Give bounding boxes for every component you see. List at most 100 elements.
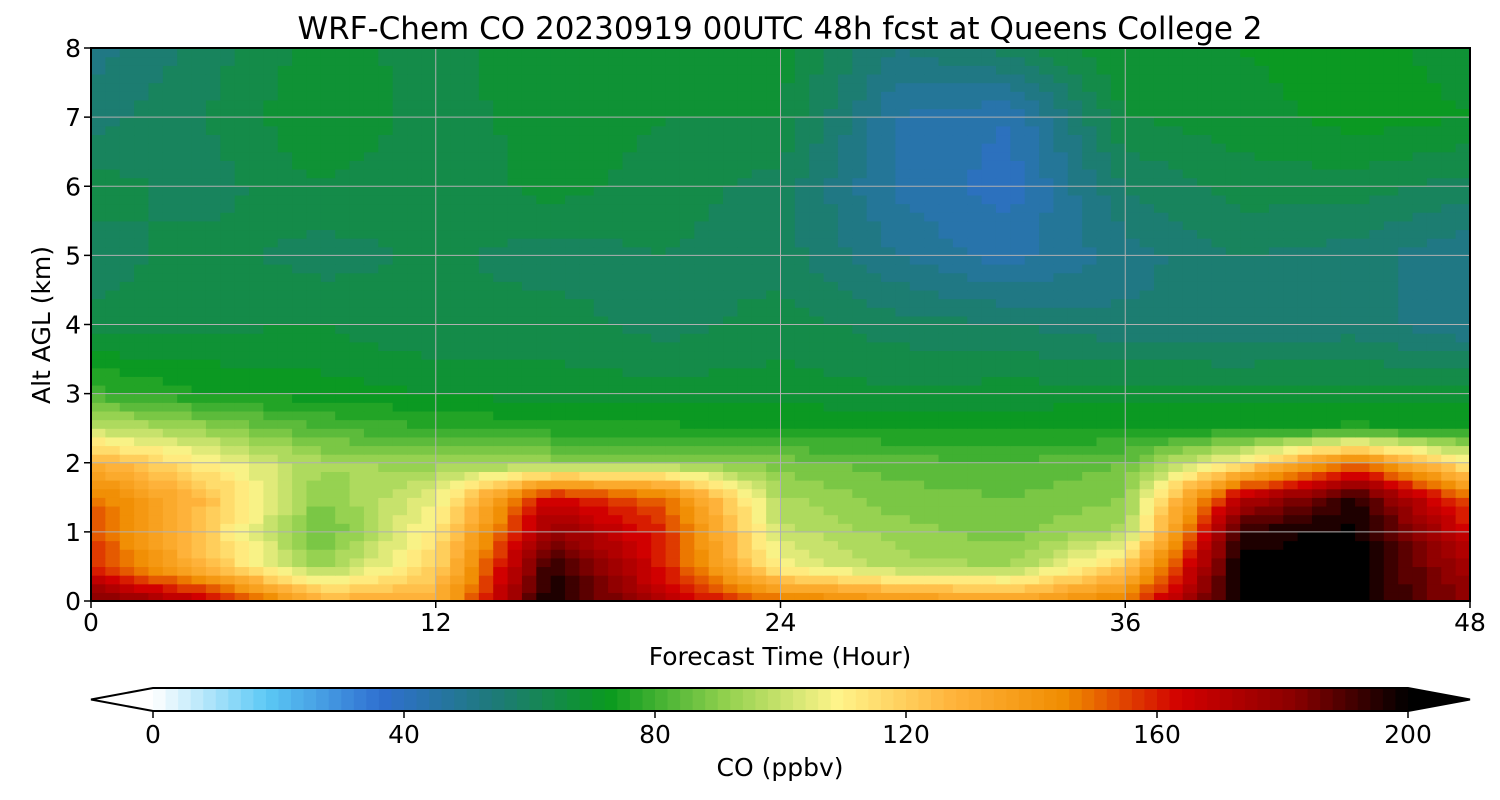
heatmap-cell (924, 367, 940, 377)
heatmap-cell (895, 480, 911, 490)
heatmap-cell (1225, 436, 1241, 447)
heatmap-cell (622, 289, 638, 300)
heatmap-cell (292, 315, 308, 326)
heatmap-cell (292, 341, 308, 352)
heatmap-cell (234, 168, 250, 179)
heatmap-cell (249, 238, 264, 248)
heatmap-cell (909, 160, 925, 170)
heatmap-cell (292, 505, 308, 516)
heatmap-cell (292, 419, 308, 429)
heatmap-cell (995, 238, 1011, 248)
heatmap-cell (881, 307, 897, 317)
heatmap-cell (191, 566, 207, 576)
heatmap-cell (478, 523, 494, 533)
heatmap-cell (622, 264, 638, 274)
heatmap-cell (91, 575, 106, 585)
heatmap-cell (1254, 471, 1270, 481)
heatmap-cell (1355, 523, 1371, 533)
heatmap-cell (277, 471, 293, 481)
heatmap-cell (1383, 272, 1399, 282)
heatmap-cell (967, 177, 983, 187)
heatmap-cell (234, 341, 250, 352)
heatmap-cell (967, 497, 983, 507)
heatmap-cell (1168, 238, 1184, 248)
heatmap-cell (478, 272, 494, 282)
heatmap-cell (1225, 471, 1241, 481)
heatmap-cell (1383, 203, 1399, 213)
heatmap-cell (91, 497, 106, 507)
heatmap-cell (708, 151, 724, 161)
heatmap-cell (1125, 575, 1141, 585)
heatmap-cell (1067, 307, 1083, 317)
heatmap-cell (751, 298, 767, 308)
heatmap-cell (780, 436, 796, 447)
heatmap-cell (550, 393, 566, 403)
heatmap-cell (435, 445, 451, 455)
heatmap-cell (450, 264, 466, 274)
heatmap-cell (924, 410, 940, 421)
heatmap-cell (1398, 549, 1414, 559)
heatmap-cell (1355, 359, 1371, 369)
heatmap-cell (119, 220, 135, 231)
heatmap-cell (91, 523, 106, 533)
heatmap-cell (766, 212, 782, 222)
heatmap-cell (565, 436, 580, 447)
heatmap-cell (1283, 557, 1299, 568)
heatmap-cell (1096, 341, 1112, 352)
heatmap-cell (134, 480, 150, 490)
heatmap-cell (881, 281, 897, 291)
heatmap-cell (234, 514, 250, 524)
heatmap-cell (1441, 194, 1457, 205)
heatmap-cell (1168, 220, 1184, 231)
heatmap-cell (521, 566, 537, 576)
heatmap-cell (320, 488, 336, 498)
heatmap-cell (1082, 575, 1098, 585)
heatmap-cell (249, 505, 264, 516)
heatmap-cell (306, 480, 322, 490)
heatmap-cell (249, 229, 264, 239)
heatmap-cell (521, 557, 537, 568)
heatmap-cell (694, 177, 710, 187)
heatmap-cell (995, 557, 1011, 568)
heatmap-cell (1412, 289, 1428, 300)
heatmap-cell (579, 194, 595, 205)
heatmap-cell (1082, 497, 1098, 507)
heatmap-cell (349, 333, 365, 343)
heatmap-cell (249, 488, 264, 498)
heatmap-cell (1455, 376, 1470, 386)
heatmap-cell (464, 462, 480, 472)
heatmap-cell (895, 333, 911, 343)
heatmap-cell (823, 341, 839, 352)
heatmap-cell (565, 523, 580, 533)
heatmap-cell (751, 281, 767, 291)
heatmap-cell (938, 350, 954, 360)
heatmap-cell (363, 186, 379, 196)
heatmap-cell (1168, 376, 1184, 386)
heatmap-cell (349, 272, 365, 282)
heatmap-cell (450, 168, 466, 179)
heatmap-cell (177, 376, 193, 386)
heatmap-cell (134, 281, 150, 291)
heatmap-cell (866, 488, 882, 498)
heatmap-cell (723, 272, 738, 282)
heatmap-cell (751, 410, 767, 421)
heatmap-cell (162, 177, 178, 187)
heatmap-cell (1153, 333, 1169, 343)
heatmap-cell (579, 238, 595, 248)
heatmap-cell (1412, 384, 1428, 395)
heatmap-cell (1039, 238, 1055, 248)
heatmap-cell (205, 575, 221, 585)
heatmap-cell (1311, 324, 1327, 334)
heatmap-cell (1039, 445, 1055, 455)
heatmap-cell (464, 238, 480, 248)
heatmap-cell (1125, 315, 1141, 326)
heatmap-cell (737, 393, 753, 403)
heatmap-cell (938, 531, 954, 542)
heatmap-cell (579, 264, 595, 274)
heatmap-cell (1182, 462, 1198, 472)
heatmap-cell (1197, 393, 1213, 403)
heatmap-cell (952, 384, 968, 395)
heatmap-cell (766, 531, 782, 542)
heatmap-cell (1197, 549, 1213, 559)
heatmap-cell (1340, 212, 1356, 222)
